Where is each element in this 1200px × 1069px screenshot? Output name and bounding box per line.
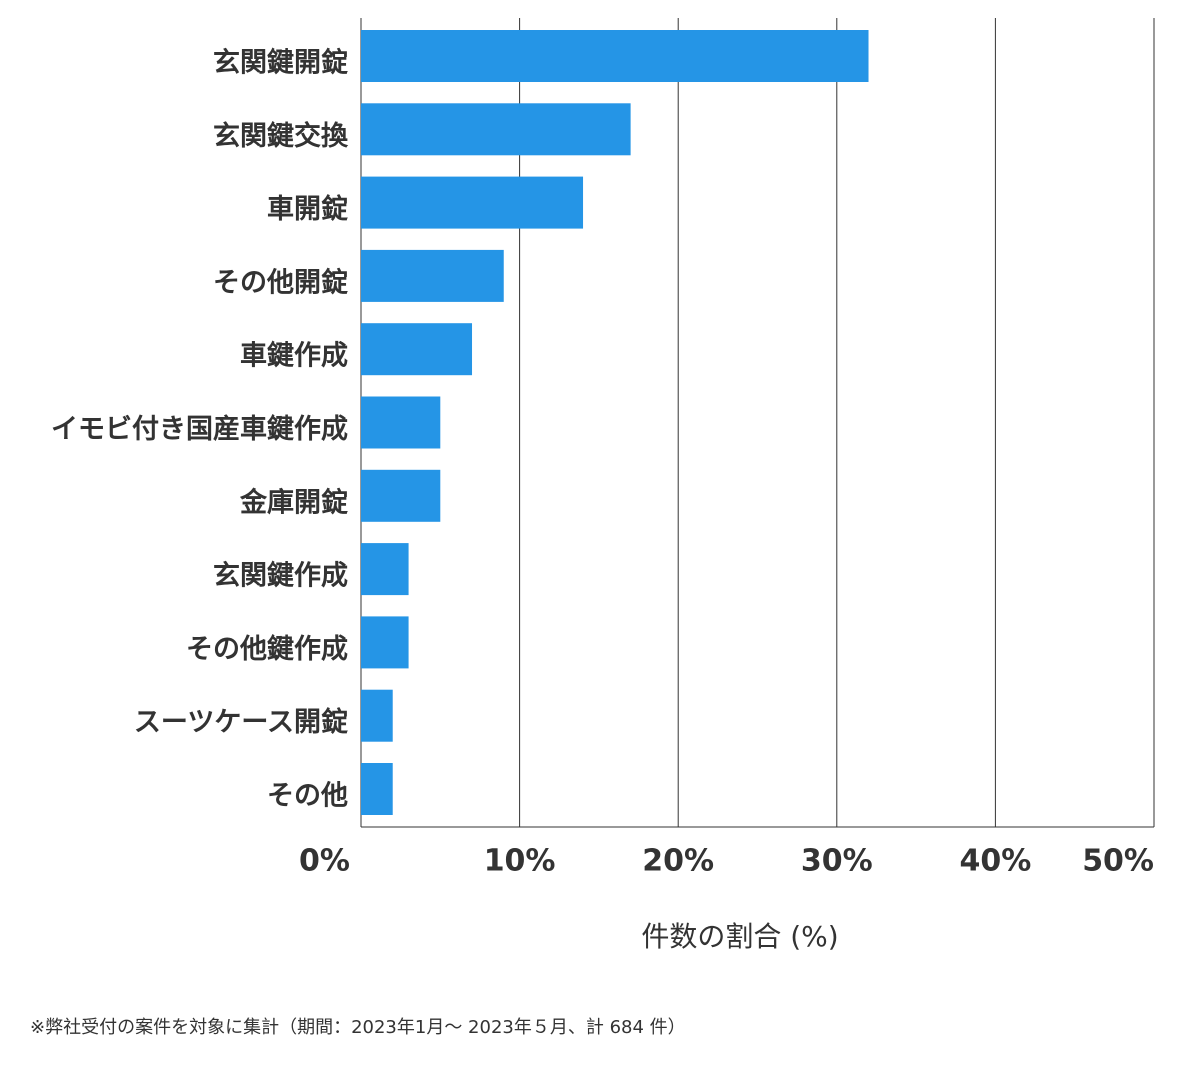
x-tick-label: 10%: [484, 844, 556, 879]
x-tick-label: 40%: [959, 844, 1031, 879]
bar: [361, 30, 869, 82]
bar: [361, 176, 584, 229]
bar: [361, 323, 473, 376]
x-tick-label: 30%: [801, 844, 873, 879]
y-tick-label: 車開錠: [267, 193, 348, 225]
bar: [361, 543, 409, 596]
x-tick-label: 50%: [1082, 844, 1154, 879]
y-tick-label: 金庫開錠: [239, 486, 348, 518]
y-tick-label: スーツケース開錠: [134, 706, 348, 738]
bar: [361, 249, 504, 302]
bar: [361, 103, 631, 156]
y-tick-label: 玄関鍵作成: [213, 560, 348, 592]
bar: [361, 616, 409, 669]
y-tick-label: イモビ付き国産車鍵作成: [51, 413, 348, 445]
y-tick-label: 玄関鍵開錠: [213, 47, 348, 79]
x-tick-label: 20%: [642, 844, 714, 879]
x-tick-label: 0%: [299, 844, 350, 879]
y-tick-label: 車鍵作成: [240, 340, 348, 372]
y-tick-label: その他開錠: [213, 266, 348, 298]
x-axis-title: 件数の割合 (%): [641, 920, 838, 953]
bar: [361, 469, 441, 522]
y-tick-label: その他鍵作成: [186, 633, 348, 665]
y-tick-label: その他: [267, 781, 348, 812]
footnote: ※弊社受付の案件を対象に集計（期間：2023年1月～ 2023年５月、計 684…: [30, 1017, 686, 1038]
bar: [361, 396, 441, 449]
bar: [361, 763, 393, 815]
bar: [361, 689, 393, 742]
y-tick-label: 玄関鍵交換: [213, 120, 349, 152]
